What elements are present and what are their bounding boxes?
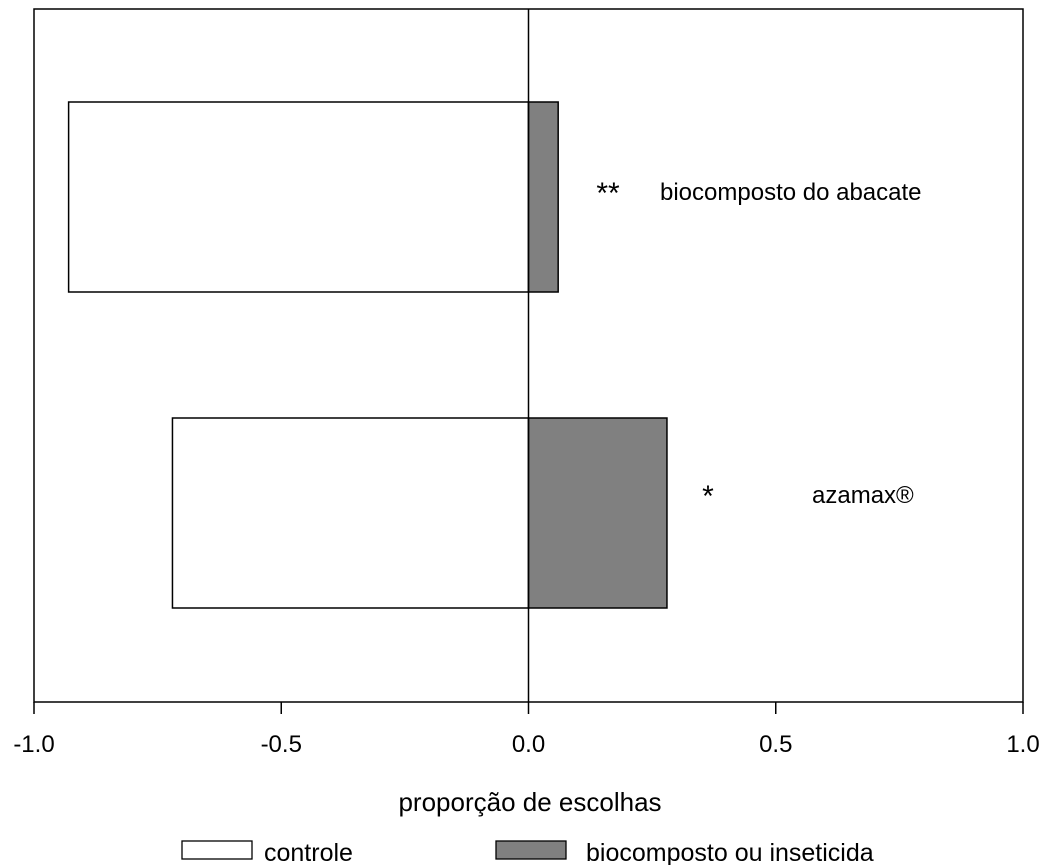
x-tick-label: 1.0 [1006,731,1039,758]
category-label-1: azamax® [812,482,914,509]
bars-group [67,101,668,609]
bar-controle-0 [67,101,530,293]
legend-label-controle: controle [264,839,353,865]
x-axis-ticks [33,702,1024,714]
legend-label-biocomposto: biocomposto ou inseticida [586,839,874,865]
bar-controle-1 [171,417,530,609]
bar-biocomposto-1 [527,417,668,609]
x-tick-label: -0.5 [261,731,302,758]
category-label-0: biocomposto do abacate [660,179,922,206]
x-axis-tick-labels: -1.0 -0.5 0.0 0.5 1.0 [13,731,1039,758]
x-tick-label: 0.5 [759,731,792,758]
x-tick-label: -1.0 [13,731,54,758]
bar-biocomposto-0 [527,101,559,293]
legend: controle biocomposto ou inseticida [181,839,874,865]
significance-mark-1: * [702,480,714,513]
legend-swatch-biocomposto [495,840,567,860]
bar-annotations: ** biocomposto do abacate * azamax® [596,177,921,513]
x-axis-label: proporção de escolhas [398,787,661,817]
legend-swatch-controle [181,840,253,860]
x-tick-label: 0.0 [512,731,545,758]
significance-mark-0: ** [596,177,620,210]
